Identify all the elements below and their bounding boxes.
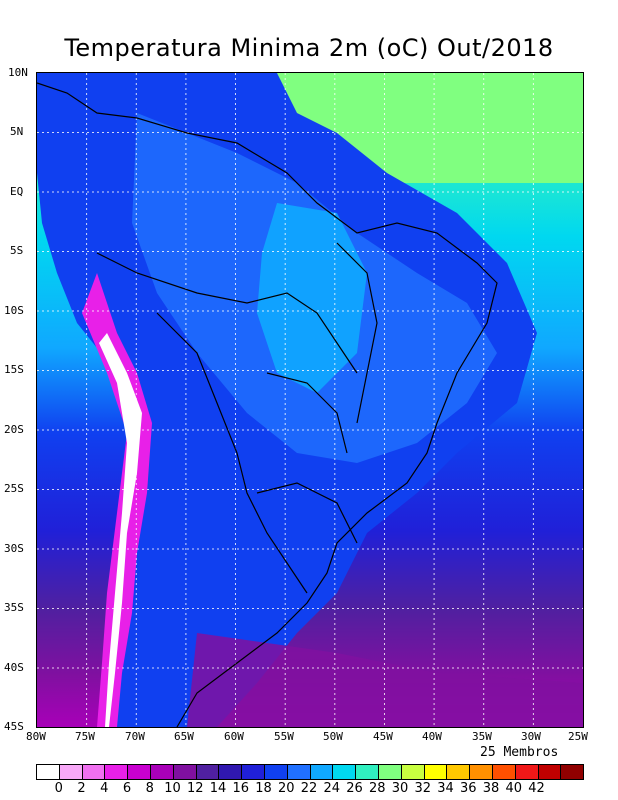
colorbar-swatch — [264, 765, 288, 779]
colorbar-label: 32 — [414, 781, 432, 796]
lon-label: 75W — [75, 730, 95, 743]
colorbar-swatch — [401, 765, 425, 779]
colorbar-label: 36 — [459, 781, 477, 796]
grid-lines — [37, 73, 583, 727]
colorbar-label: 12 — [186, 781, 204, 796]
lon-label: 40W — [422, 730, 442, 743]
lat-label: 45S — [4, 720, 24, 733]
colorbar-swatch — [447, 765, 471, 779]
lat-label: 20S — [4, 423, 24, 436]
colorbar-label: 34 — [437, 781, 454, 796]
colorbar-swatch — [492, 765, 516, 779]
colorbar-label: 24 — [323, 781, 341, 796]
colorbar-swatch — [538, 765, 562, 779]
colorbar-swatch — [59, 765, 83, 779]
colorbar-swatch — [173, 765, 197, 779]
map-canvas — [37, 73, 583, 727]
colorbar-swatch — [561, 765, 584, 779]
colorbar-label: 40 — [505, 781, 523, 796]
colorbar-label: 22 — [300, 781, 318, 796]
lat-label: EQ — [10, 185, 24, 198]
lat-label: 40S — [4, 661, 24, 674]
colorbar-label: 8 — [145, 781, 154, 796]
members-label: 25 Membros — [480, 745, 559, 760]
colorbar-label: 38 — [482, 781, 500, 796]
lat-label: 35S — [4, 601, 24, 614]
lon-label: 30W — [521, 730, 541, 743]
temperature-map — [36, 72, 584, 728]
colorbar-label: 26 — [346, 781, 363, 796]
lon-label: 70W — [125, 730, 145, 743]
colorbar-label: 16 — [232, 781, 250, 796]
lat-label: 5S — [10, 244, 24, 257]
andes-cold-band — [82, 273, 152, 727]
colorbar-swatch — [128, 765, 151, 779]
colorbar-label: 20 — [277, 781, 295, 796]
colorbar-swatch — [470, 765, 493, 779]
colorbar-label: 42 — [528, 781, 545, 796]
lon-label: 50W — [323, 730, 343, 743]
colorbar-swatch — [82, 765, 106, 779]
colorbar-label: 2 — [77, 781, 86, 796]
colorbar-swatch — [515, 765, 539, 779]
lon-label: 55W — [274, 730, 294, 743]
colorbar-label: 14 — [209, 781, 227, 796]
lon-label: 35W — [472, 730, 492, 743]
lat-label: 5N — [10, 125, 24, 138]
lon-label: 25W — [568, 730, 588, 743]
lon-label: 80W — [26, 730, 46, 743]
colorbar-swatch — [378, 765, 402, 779]
lon-label: 45W — [373, 730, 393, 743]
colorbar-swatch — [356, 765, 379, 779]
colorbar — [36, 764, 584, 780]
colorbar-label: 0 — [54, 781, 63, 796]
colorbar-swatch — [333, 765, 357, 779]
lon-label: 65W — [174, 730, 194, 743]
colorbar-swatch — [105, 765, 129, 779]
lon-label: 60W — [224, 730, 244, 743]
colorbar-label: 6 — [122, 781, 132, 796]
colorbar-label: 18 — [255, 781, 272, 796]
colorbar-label: 10 — [164, 781, 181, 796]
lat-label: 30S — [4, 542, 24, 555]
colorbar-swatch — [196, 765, 220, 779]
andes-coldest-core — [99, 333, 142, 727]
colorbar-swatch — [37, 765, 60, 779]
colorbar-swatch — [242, 765, 265, 779]
colorbar-label: 28 — [368, 781, 386, 796]
colorbar-swatch — [310, 765, 334, 779]
lat-label: 25S — [4, 482, 24, 495]
colorbar-swatch — [287, 765, 311, 779]
colorbar-label: 4 — [100, 781, 109, 796]
lat-label: 10N — [8, 66, 28, 79]
central-brazil-zone — [257, 203, 367, 393]
colorbar-swatch — [424, 765, 448, 779]
map-title: Temperatura Minima 2m (oC) Out/2018 — [64, 34, 554, 62]
lat-label: 15S — [4, 363, 24, 376]
country-borders — [37, 82, 498, 727]
colorbar-swatch — [219, 765, 243, 779]
colorbar-swatch — [150, 765, 174, 779]
lat-label: 10S — [4, 304, 24, 317]
colorbar-label: 30 — [391, 781, 409, 796]
